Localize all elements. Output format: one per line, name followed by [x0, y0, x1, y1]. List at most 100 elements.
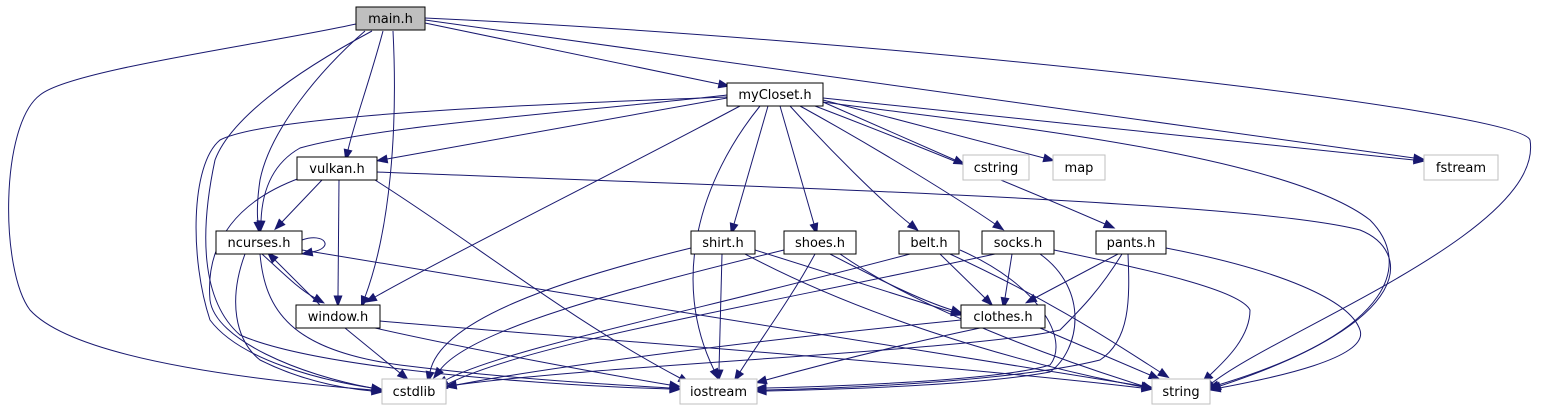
edge-arrowhead	[733, 369, 745, 382]
edge-mycloset-to-fstream	[822, 97, 1426, 165]
edge-line	[765, 253, 1130, 391]
edge-clothes-to-string	[1039, 327, 1161, 380]
edge-main-to-string	[424, 17, 1531, 390]
edge-mycloset-to-shoes	[779, 105, 819, 235]
node-main[interactable]: main.h	[355, 6, 426, 31]
node-map[interactable]: map	[1052, 154, 1106, 181]
node-label-window: window.h	[308, 310, 369, 325]
edge-pants-to-iostream	[754, 253, 1130, 395]
edge-line	[789, 105, 911, 225]
edge-line	[1165, 247, 1361, 389]
edge-main-to-cstdlib	[8, 23, 384, 395]
edge-line	[301, 237, 326, 253]
edge-arrowhead	[312, 293, 325, 304]
node-label-mycloset: myCloset.h	[738, 88, 811, 103]
edge-arrowhead	[1042, 153, 1056, 163]
edge-line	[374, 327, 671, 386]
edge-line	[209, 177, 373, 389]
edge-arrowhead	[714, 369, 724, 382]
edge-mycloset-to-belt	[789, 105, 919, 232]
node-label-shoes: shoes.h	[795, 236, 845, 251]
edge-line	[744, 253, 1144, 388]
node-socks[interactable]: socks.h	[981, 230, 1055, 255]
edge-line	[281, 179, 323, 223]
node-shoes[interactable]: shoes.h	[783, 230, 857, 255]
node-label-belt: belt.h	[910, 236, 947, 251]
edge-line	[344, 327, 401, 374]
edge-arrowhead	[274, 218, 286, 231]
node-string[interactable]: string	[1151, 378, 1211, 405]
edge-arrowhead	[668, 380, 682, 390]
edge-line	[765, 327, 981, 381]
edge-line	[455, 253, 1123, 386]
node-label-main: main.h	[368, 12, 413, 27]
node-label-pants: pants.h	[1107, 236, 1156, 251]
node-mycloset[interactable]: myCloset.h	[726, 82, 824, 107]
edge-arrowhead	[1157, 367, 1170, 379]
edge-arrowhead	[360, 294, 370, 308]
edge-arrowhead	[396, 369, 409, 381]
edge-line	[779, 105, 815, 225]
node-ncurses[interactable]: ncurses.h	[215, 230, 303, 255]
node-label-clothes: clothes.h	[973, 310, 1032, 325]
edge-clothes-to-iostream	[755, 327, 981, 385]
node-belt[interactable]: belt.h	[898, 230, 960, 255]
edge-line	[739, 253, 816, 373]
edge-arrowhead	[717, 79, 731, 89]
node-window[interactable]: window.h	[295, 304, 381, 329]
edge-line	[939, 253, 986, 299]
node-iostream[interactable]: iostream	[679, 378, 758, 405]
edge-window-to-cstdlib	[344, 327, 409, 381]
edge-main-to-mycloset	[424, 22, 731, 89]
edge-clothes-to-cstdlib	[444, 319, 962, 390]
node-shirt[interactable]: shirt.h	[690, 230, 756, 255]
edge-main-to-window	[360, 30, 395, 308]
edge-line	[337, 179, 340, 297]
edge-main-to-ncurses	[253, 30, 366, 234]
edge-arrowhead	[1141, 381, 1154, 391]
edge-line	[1034, 253, 1119, 299]
node-clothes[interactable]: clothes.h	[960, 304, 1046, 329]
edge-line	[386, 97, 728, 160]
edge-line	[455, 319, 962, 386]
edge-arrowhead	[266, 251, 279, 264]
edge-line	[424, 22, 720, 85]
edge-arrowhead	[432, 366, 444, 379]
edge-arrowhead	[375, 154, 389, 164]
node-cstring[interactable]: cstring	[962, 154, 1030, 181]
edge-line	[235, 253, 373, 392]
node-layer: main.h myCloset.h vulkan.h ncurses.h win…	[215, 6, 1499, 405]
edge-line	[256, 30, 366, 223]
edge-line	[754, 249, 953, 313]
edge-line	[429, 247, 692, 373]
edge-arrowhead	[755, 375, 768, 385]
node-fstream[interactable]: fstream	[1423, 154, 1499, 181]
edge-vulkan-to-window	[333, 179, 343, 308]
edge-line	[822, 101, 1390, 386]
edge-line	[822, 97, 1415, 161]
node-label-socks: socks.h	[994, 236, 1043, 251]
node-label-cstdlib: cstdlib	[393, 385, 436, 400]
edge-vulkan-to-ncurses	[274, 179, 323, 231]
edge-line	[301, 249, 1143, 387]
node-label-map: map	[1065, 161, 1094, 176]
edge-shirt-to-cstdlib	[425, 247, 692, 384]
edge-main-to-vulkan	[343, 30, 384, 162]
edge-arrowhead	[981, 294, 994, 306]
edge-line	[195, 96, 728, 389]
edge-belt-to-string	[949, 253, 1170, 379]
edge-arrowhead	[992, 219, 1005, 231]
edge-mycloset-to-shirt	[729, 105, 769, 235]
edge-line	[839, 253, 1144, 387]
edge-line	[347, 30, 384, 151]
node-cstdlib[interactable]: cstdlib	[381, 378, 447, 405]
edge-line	[260, 94, 728, 222]
node-vulkan[interactable]: vulkan.h	[296, 156, 378, 181]
node-pants[interactable]: pants.h	[1095, 230, 1167, 255]
edge-arrowhead	[371, 386, 384, 396]
edge-line	[822, 99, 1045, 159]
edge-pants-to-clothes	[1024, 253, 1119, 304]
edge-line	[445, 253, 911, 381]
edge-ncurses-to-cstdlib	[235, 253, 384, 396]
